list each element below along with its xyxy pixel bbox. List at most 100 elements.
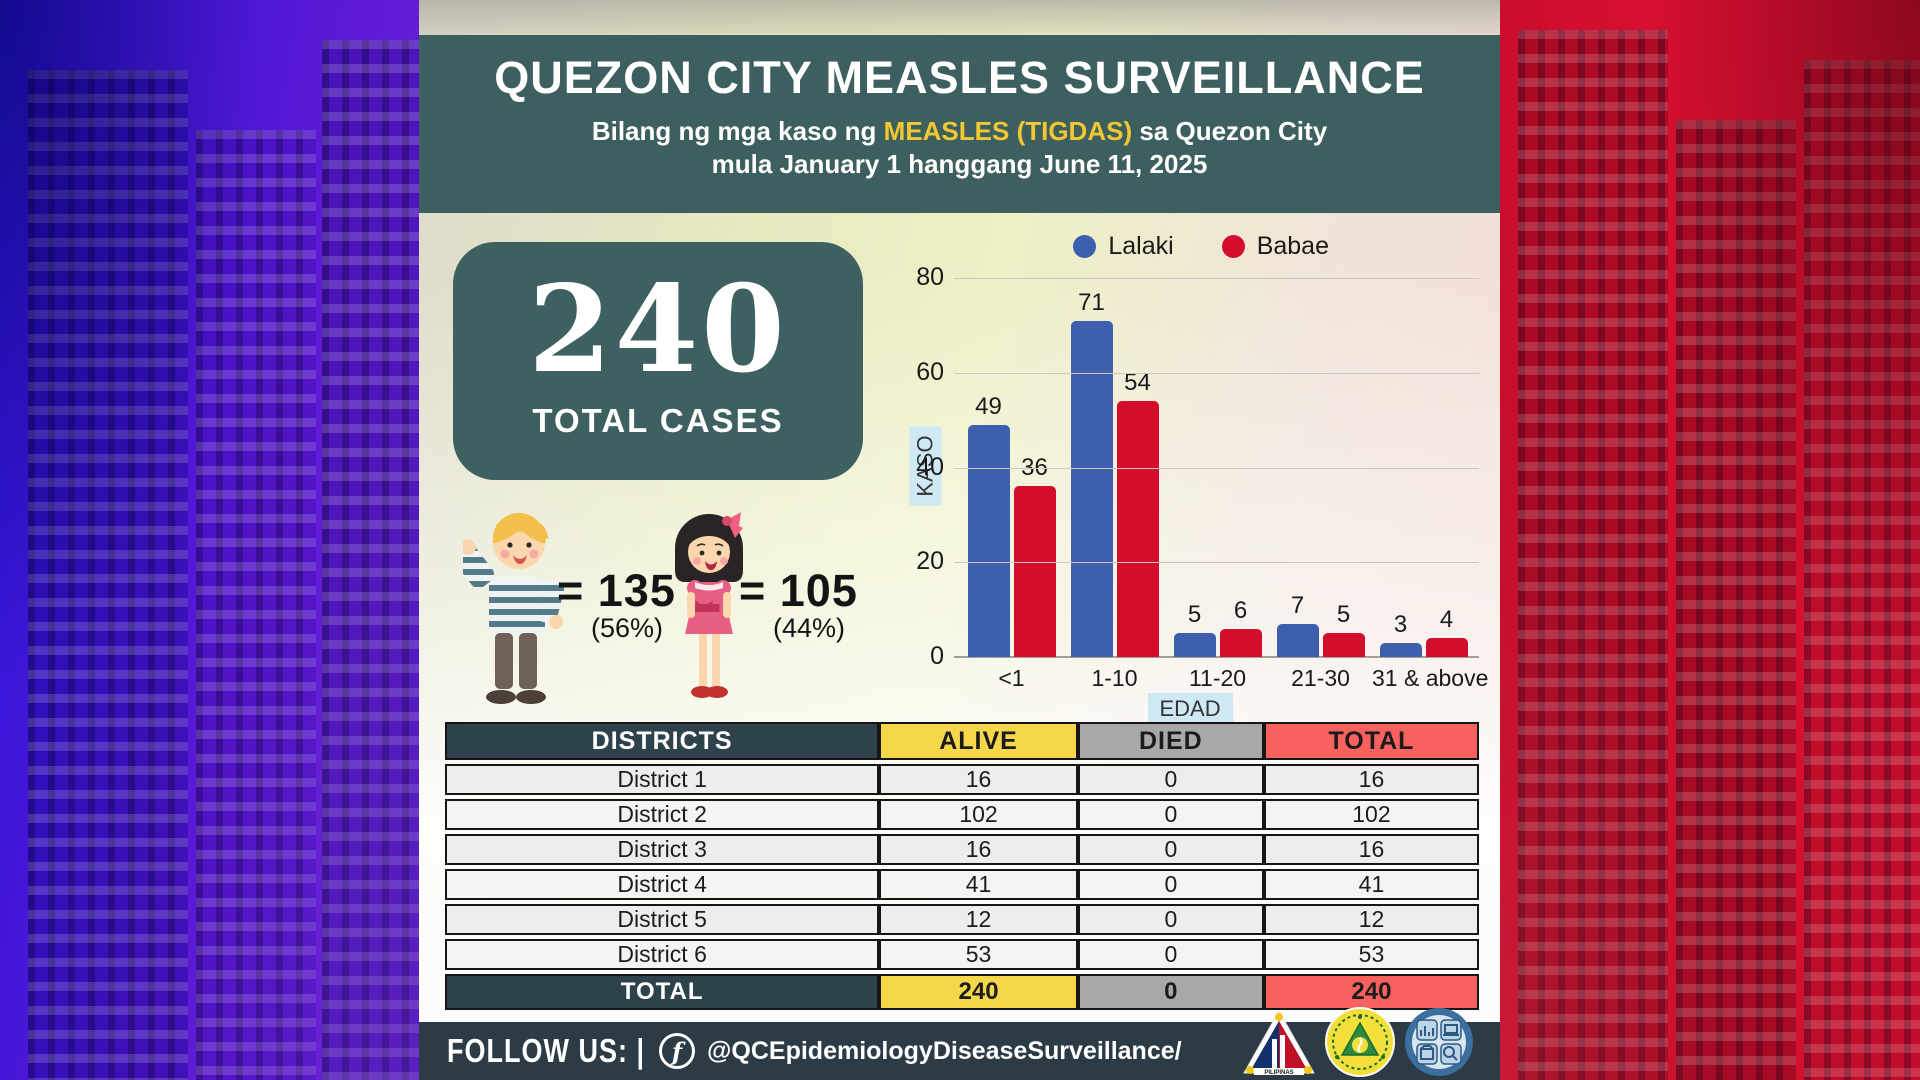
total-cases-card: 240 TOTAL CASES <box>453 242 863 480</box>
column-header-districts: DISTRICTS <box>445 722 880 760</box>
table-cell: 16 <box>1263 834 1479 865</box>
age-sex-bar-chart: Lalaki Babae KASO EDAD 49 36 <1 71 54 1-10 5 6 11… <box>909 232 1488 725</box>
chart-legend: Lalaki Babae <box>1073 232 1329 261</box>
table-total-row: TOTAL 240 0 240 <box>445 974 1479 1010</box>
x-tick-label: <1 <box>998 665 1025 691</box>
bar-lalaki: 5 <box>1173 601 1216 657</box>
total-cell: 240 <box>1263 974 1479 1010</box>
building-silhouette <box>322 40 419 1080</box>
legend-label: Babae <box>1256 232 1329 260</box>
header-band: QUEZON CITY MEASLES SURVEILLANCE Bilang … <box>419 35 1500 213</box>
grid-line <box>954 562 1479 564</box>
page-title: QUEZON CITY MEASLES SURVEILLANCE <box>494 52 1425 103</box>
bar-lalaki: 49 <box>967 393 1010 657</box>
x-tick-label: 31 & above <box>1372 665 1489 691</box>
qc-health-department-logo <box>1325 1007 1395 1077</box>
legend-dot <box>1073 235 1097 258</box>
subtitle-highlight: MEASLES (TIGDAS) <box>883 116 1133 146</box>
x-tick-label: 21-30 <box>1291 665 1350 691</box>
table-cell: District 3 <box>445 834 880 865</box>
qc-epidemiology-division-logo <box>1405 1008 1473 1076</box>
column-header-total: TOTAL <box>1263 722 1479 760</box>
bar-babae: 54 <box>1116 369 1159 657</box>
table-row: District 5 12 0 12 <box>445 904 1479 935</box>
facebook-handle[interactable]: @QCEpidemiologyDiseaseSurveillance/ <box>707 1036 1182 1065</box>
y-tick-label: 80 <box>916 263 944 291</box>
column-header-alive: ALIVE <box>879 722 1078 760</box>
table-header-row: DISTRICTS ALIVE DIED TOTAL <box>445 722 1479 760</box>
x-axis-line <box>954 656 1479 658</box>
bar-lalaki: 7 <box>1276 592 1319 657</box>
svg-text:PILIPINAS: PILIPINAS <box>1264 1070 1293 1076</box>
grid-line <box>954 278 1479 279</box>
building-silhouette <box>28 70 188 1080</box>
total-cases-label: TOTAL CASES <box>532 402 784 439</box>
bar-value-label: 71 <box>1078 289 1105 316</box>
table-header: DISTRICTS ALIVE DIED TOTAL <box>445 722 1479 760</box>
bar-group: 3 4 31 & above <box>1372 278 1488 691</box>
building-silhouette <box>1804 60 1920 1080</box>
legend-item-babae: Babae <box>1221 232 1329 261</box>
table-cell: 16 <box>879 764 1078 795</box>
table-cell: District 4 <box>445 869 880 900</box>
table-cell: 41 <box>879 869 1078 900</box>
table-cell: 12 <box>1263 904 1479 935</box>
subtitle-prefix: Bilang ng mga kaso ng <box>591 116 884 146</box>
bar-value-label: 49 <box>975 393 1002 420</box>
subtitle-line1: Bilang ng mga kaso ng MEASLES (TIGDAS) s… <box>419 116 1500 147</box>
subtitle-line2: mula January 1 hanggang June 11, 2025 <box>711 149 1208 179</box>
table-cell: 102 <box>1263 799 1479 830</box>
column-header-died: DIED <box>1077 722 1264 760</box>
grid-line <box>954 372 1479 374</box>
bar-lalaki: 3 <box>1379 611 1422 657</box>
x-tick-label: 11-20 <box>1188 665 1247 691</box>
measles-infographic: QUEZON CITY MEASLES SURVEILLANCE Bilang … <box>419 0 1500 1080</box>
logo-row: PILIPINAS <box>1242 1007 1474 1077</box>
city-background-left <box>0 0 419 1080</box>
bar-value-label: 7 <box>1290 592 1305 619</box>
table-row: District 6 53 0 53 <box>445 939 1479 970</box>
grid-line <box>954 467 1479 469</box>
total-cell: 240 <box>879 974 1078 1010</box>
y-tick-label: 0 <box>930 642 944 670</box>
bar-value-label: 3 <box>1393 611 1408 638</box>
boy-illustration <box>463 512 566 704</box>
table-row: District 3 16 0 16 <box>445 834 1479 865</box>
building-silhouette <box>196 130 316 1080</box>
building-silhouette <box>1518 30 1668 1080</box>
female-stat: = 105 (44%) <box>739 565 858 644</box>
table-cell: 0 <box>1077 834 1264 865</box>
table-row: District 4 41 0 41 <box>445 869 1479 900</box>
table-row: District 2 102 0 102 <box>445 799 1479 830</box>
table-cell: 0 <box>1077 764 1264 795</box>
table-cell: 0 <box>1077 799 1264 830</box>
legend-item-lalaki: Lalaki <box>1073 232 1174 261</box>
bar-group: 49 36 <1 <box>960 278 1063 691</box>
male-stat: = 135 (56%) <box>557 565 676 644</box>
quezon-city-seal-logo: PILIPINAS <box>1243 1009 1315 1076</box>
bar-value-label: 5 <box>1187 601 1202 628</box>
building-silhouette <box>1676 120 1796 1080</box>
footer-bar: FOLLOW US: | f @QCEpidemiologyDiseaseSur… <box>419 1022 1500 1080</box>
table-cell: 12 <box>879 904 1078 935</box>
bar-value-label: 6 <box>1233 597 1248 624</box>
table-cell: 16 <box>1263 764 1479 795</box>
bar-babae: 6 <box>1219 597 1262 657</box>
bar-groups: 49 36 <1 71 54 1-10 5 6 11-20 7 5 21-30 3 4 31 & above <box>960 278 1488 691</box>
male-percent: (56%) <box>591 613 664 643</box>
table-cell: 53 <box>1263 939 1479 970</box>
table-cell: 0 <box>1077 904 1264 935</box>
follow-us-label: FOLLOW US: | <box>447 1031 646 1070</box>
female-percent: (44%) <box>773 613 846 643</box>
total-cell: 0 <box>1077 974 1264 1010</box>
y-tick-label: 60 <box>916 357 944 386</box>
subtitle-suffix: sa Quezon City <box>1132 116 1328 146</box>
bar-value-label: 4 <box>1439 606 1454 633</box>
bar-pair: 49 36 <box>967 393 1056 657</box>
table-cell: District 1 <box>445 764 880 795</box>
table-cell: 53 <box>879 939 1078 970</box>
female-count: = 105 <box>739 565 858 616</box>
